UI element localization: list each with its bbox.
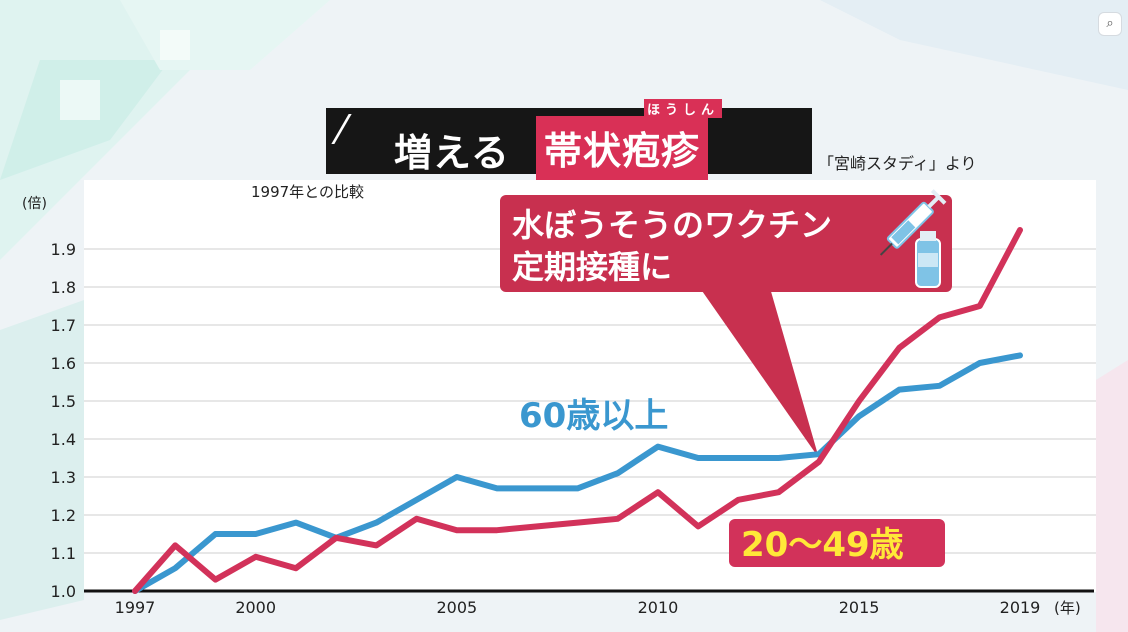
y-tick-label: 1.5 <box>51 392 76 411</box>
callout-box <box>500 195 952 292</box>
x-tick-label: 1997 <box>115 598 156 617</box>
series-line-60-plus <box>132 352 1023 594</box>
title-highlight-text: 帯状疱疹 <box>536 116 709 180</box>
callout-line1: 水ぼうそうのワクチン <box>512 206 832 244</box>
line-chart: 1.0 1.1 1.2 1.3 1.4 1.5 1.6 1.7 1.8 1.9 (倍) 1997年との… <box>22 183 1096 617</box>
x-tick-label: 2010 <box>638 598 679 617</box>
y-tick-label: 1.3 <box>51 468 76 487</box>
y-tick-label: 1.1 <box>51 544 76 563</box>
y-tick-label: 1.9 <box>51 240 76 259</box>
y-tick-label: 1.2 <box>51 506 76 525</box>
callout-line2: 定期接種に <box>512 248 672 286</box>
y-tick-label: 1.8 <box>51 278 76 297</box>
callout-pointer <box>700 288 819 458</box>
x-tick-label: 2000 <box>235 598 276 617</box>
title-plain-text: 増える <box>394 131 510 175</box>
y-tick-label: 1.4 <box>51 430 76 449</box>
series-label-20-49: 20〜49歳 <box>741 525 904 565</box>
series-label-60-plus: 60歳以上 <box>519 396 668 436</box>
source-note: 「宮崎スタディ」より <box>818 154 977 173</box>
title-slash-decoration <box>331 114 352 144</box>
x-axis-label: (年) <box>1054 599 1081 617</box>
title-banner: 増える 帯状疱疹 ほうしん <box>326 99 812 180</box>
series-label-20-49-box <box>729 519 945 567</box>
zoom-icon[interactable]: ⌕ <box>1098 12 1122 36</box>
x-tick-label: 2015 <box>839 598 880 617</box>
series-line-20-49 <box>132 227 1023 594</box>
y-tick-label: 1.6 <box>51 354 76 373</box>
x-tick-label: 2005 <box>436 598 477 617</box>
x-tick-label: 2019 <box>1000 598 1041 617</box>
y-tick-label: 1.7 <box>51 316 76 335</box>
title-furigana: ほうしん <box>644 99 723 118</box>
chart-panel: 1.0 1.1 1.2 1.3 1.4 1.5 1.6 1.7 1.8 1.9 (倍) 1997年との… <box>22 180 1096 617</box>
chart-subtitle: 1997年との比較 <box>251 183 364 201</box>
vaccine-syringe-icon <box>879 189 947 288</box>
y-tick-label: 1.0 <box>51 582 76 601</box>
y-axis-label: (倍) <box>22 196 47 212</box>
